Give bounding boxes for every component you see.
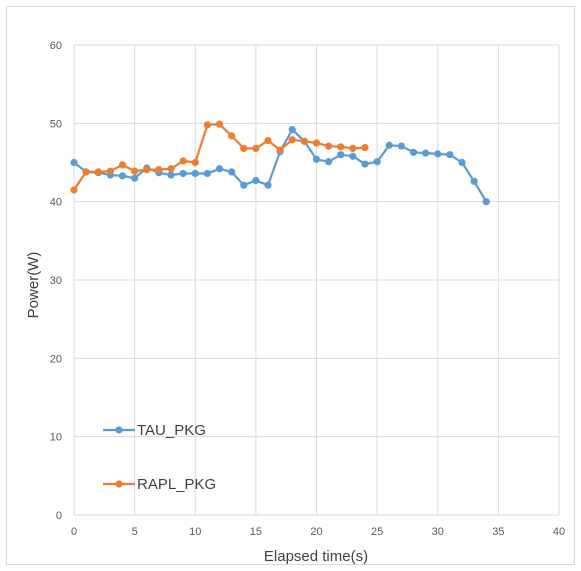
x-tick-label: 20 <box>310 526 322 538</box>
data-point-rapl-pkg <box>312 139 321 147</box>
data-point-tau-pkg <box>312 155 321 163</box>
data-point-tau-pkg <box>422 149 430 157</box>
data-point-tau-pkg <box>203 169 211 178</box>
data-point-rapl-pkg <box>106 167 114 175</box>
data-point-tau-pkg <box>397 142 405 150</box>
data-point-tau-pkg <box>191 169 199 178</box>
data-point-tau-pkg <box>373 158 381 166</box>
x-tick-label: 0 <box>71 526 77 538</box>
data-point-tau-pkg <box>434 150 442 158</box>
data-point-rapl-pkg <box>361 144 369 152</box>
data-point-rapl-pkg <box>240 144 248 152</box>
x-tick-labels: 0 5 10 15 20 25 30 35 40 <box>71 526 565 538</box>
data-point-rapl-pkg <box>264 136 272 145</box>
data-point-tau-pkg <box>167 171 175 179</box>
x-tick-label: 10 <box>189 526 201 538</box>
data-point-tau-pkg <box>470 177 478 185</box>
data-point-rapl-pkg <box>252 144 260 152</box>
series-line-tau-pkg <box>73 128 488 203</box>
data-point-tau-pkg <box>409 148 418 156</box>
data-point-rapl-pkg <box>228 132 236 140</box>
legend-label: RAPL_PKG <box>137 476 216 493</box>
data-point-tau-pkg <box>385 141 393 149</box>
x-axis-title: Elapsed time(s) <box>264 548 368 565</box>
data-point-rapl-pkg <box>276 146 284 154</box>
data-point-rapl-pkg <box>179 157 187 165</box>
x-tick-label: 15 <box>250 526 262 538</box>
data-point-rapl-pkg <box>155 165 163 174</box>
y-tick-label: 40 <box>50 197 62 209</box>
data-point-tau-pkg <box>361 160 369 168</box>
series-lines <box>73 123 488 203</box>
data-point-rapl-pkg <box>167 165 175 173</box>
data-point-rapl-pkg <box>118 161 127 169</box>
y-tick-labels: 0 10 20 30 40 50 60 <box>50 40 62 522</box>
y-tick-label: 50 <box>50 118 62 130</box>
data-point-rapl-pkg <box>94 168 102 176</box>
x-tick-label: 40 <box>553 526 565 538</box>
data-point-tau-pkg <box>131 174 139 182</box>
data-point-tau-pkg <box>179 169 187 178</box>
legend-label: TAU_PKG <box>137 422 206 439</box>
data-point-rapl-pkg <box>82 168 90 176</box>
series-points <box>70 120 490 206</box>
data-point-rapl-pkg <box>191 158 199 167</box>
y-tick-label: 10 <box>50 432 62 444</box>
data-point-tau-pkg <box>288 126 296 134</box>
legend-marker <box>115 480 123 488</box>
data-point-rapl-pkg <box>131 167 139 175</box>
data-point-tau-pkg <box>482 198 490 206</box>
x-tick-label: 35 <box>492 526 504 538</box>
data-point-rapl-pkg <box>143 165 151 174</box>
data-point-rapl-pkg <box>337 143 345 151</box>
y-tick-label: 20 <box>50 353 62 365</box>
y-tick-label: 0 <box>56 510 62 522</box>
y-axis-title: Power(W) <box>25 252 42 319</box>
legend: TAU_PKG RAPL_PKG <box>103 422 216 493</box>
y-tick-label: 30 <box>50 275 62 287</box>
data-point-tau-pkg <box>325 158 333 166</box>
legend-marker <box>115 426 123 434</box>
data-point-rapl-pkg <box>203 121 211 129</box>
data-point-tau-pkg <box>252 176 260 185</box>
data-point-tau-pkg <box>240 181 248 189</box>
data-point-tau-pkg <box>228 168 236 176</box>
data-point-tau-pkg <box>458 158 466 167</box>
data-point-rapl-pkg <box>70 186 78 194</box>
data-point-tau-pkg <box>349 152 357 160</box>
data-point-tau-pkg <box>264 181 272 189</box>
data-point-rapl-pkg <box>349 144 357 152</box>
data-point-tau-pkg <box>215 165 224 173</box>
series-line-rapl-pkg <box>73 123 366 191</box>
data-point-tau-pkg <box>446 151 454 159</box>
data-point-rapl-pkg <box>300 137 308 145</box>
x-tick-label: 5 <box>132 526 138 538</box>
x-tick-label: 25 <box>371 526 383 538</box>
data-point-tau-pkg <box>337 151 345 159</box>
data-point-rapl-pkg <box>325 142 333 150</box>
data-point-tau-pkg <box>118 172 127 180</box>
x-tick-label: 30 <box>432 526 444 538</box>
data-point-rapl-pkg <box>288 136 296 144</box>
y-tick-label: 60 <box>50 40 62 52</box>
data-point-rapl-pkg <box>215 120 224 128</box>
chart-frame <box>6 6 575 565</box>
data-point-tau-pkg <box>70 158 78 167</box>
gridlines <box>73 44 560 516</box>
